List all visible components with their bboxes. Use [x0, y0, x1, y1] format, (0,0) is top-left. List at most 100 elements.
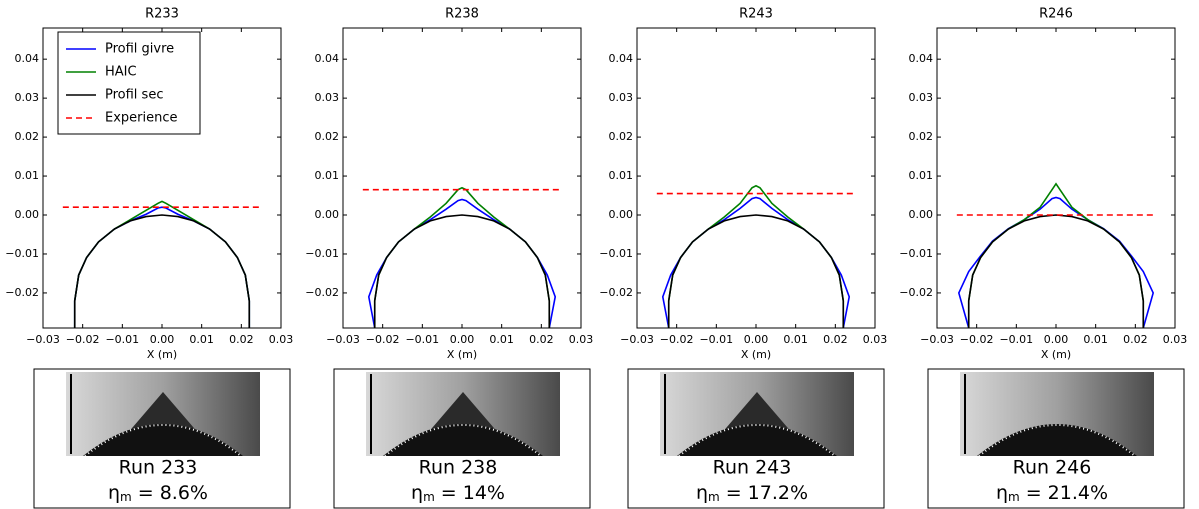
series-line — [957, 196, 1155, 329]
chart-title: R246 — [1039, 7, 1073, 22]
efficiency-symbol: η — [996, 482, 1008, 504]
run-label: Run 246 — [1013, 457, 1092, 479]
y-tick-label: 0.02 — [909, 130, 934, 143]
x-tick-label: 0.01 — [783, 333, 808, 346]
x-tick-label: −0.01 — [105, 333, 139, 346]
x-tick-label: −0.01 — [405, 333, 439, 346]
cylinder — [383, 424, 543, 456]
plot-frame — [342, 27, 582, 329]
efficiency-value: = 17.2% — [726, 482, 808, 504]
profile-outline — [384, 424, 542, 457]
x-tick-label: 0.02 — [529, 333, 554, 346]
x-tick-label: 0.01 — [489, 333, 514, 346]
series-line — [73, 200, 251, 328]
series-line — [373, 186, 551, 328]
x-tick-label: −0.02 — [960, 333, 994, 346]
cylinder — [977, 424, 1137, 456]
run-label: Run 238 — [419, 457, 498, 479]
y-tick-label: −0.01 — [899, 247, 933, 260]
efficiency-subscript: m — [423, 490, 435, 504]
x-axis-label: X (m) — [147, 348, 177, 361]
plot-frame — [636, 27, 876, 329]
y-tick-label: 0.00 — [609, 208, 634, 221]
y-tick-label: 0.01 — [909, 169, 934, 182]
y-tick-label: 0.02 — [15, 130, 40, 143]
legend-label: HAIC — [105, 65, 137, 80]
y-tick-label: 0.03 — [15, 91, 40, 104]
legend-label: Experience — [105, 111, 178, 126]
profile-outline — [978, 424, 1136, 457]
profile-outline — [84, 424, 242, 457]
y-tick-label: −0.01 — [5, 247, 39, 260]
x-tick-label: 0.01 — [1083, 333, 1108, 346]
efficiency-value: = 8.6% — [138, 482, 208, 504]
legend-label: Profil givre — [105, 42, 174, 57]
x-tick-label: 0.02 — [1123, 333, 1148, 346]
run-label: Run 243 — [713, 457, 792, 479]
x-axis-label: X (m) — [447, 348, 477, 361]
series-line — [667, 184, 845, 328]
efficiency-label: ηm = 17.2% — [696, 482, 808, 504]
y-tick-label: 0.02 — [315, 130, 340, 143]
y-tick-label: 0.03 — [909, 91, 934, 104]
y-tick-label: −0.02 — [899, 286, 933, 299]
efficiency-label: ηm = 21.4% — [996, 482, 1108, 504]
x-tick-label: −0.03 — [920, 333, 954, 346]
efficiency-label: ηm = 14% — [411, 482, 505, 504]
y-tick-label: 0.00 — [909, 208, 934, 221]
chart-title: R243 — [739, 7, 773, 22]
y-tick-label: −0.02 — [5, 286, 39, 299]
x-tick-label: 0.03 — [269, 333, 294, 346]
x-tick-label: −0.02 — [366, 333, 400, 346]
efficiency-symbol: η — [696, 482, 708, 504]
x-axis-label: X (m) — [1041, 348, 1071, 361]
efficiency-subscript: m — [708, 490, 720, 504]
x-tick-label: −0.02 — [66, 333, 100, 346]
y-tick-label: 0.04 — [609, 52, 634, 65]
efficiency-value: = 14% — [441, 482, 505, 504]
y-tick-label: 0.00 — [15, 208, 40, 221]
efficiency-subscript: m — [1008, 490, 1020, 504]
series-line — [373, 214, 551, 328]
y-tick-label: 0.01 — [315, 169, 340, 182]
y-tick-label: 0.03 — [609, 91, 634, 104]
y-tick-label: 0.03 — [315, 91, 340, 104]
y-tick-label: −0.02 — [599, 286, 633, 299]
efficiency-value: = 21.4% — [1026, 482, 1108, 504]
x-tick-label: 0.02 — [823, 333, 848, 346]
x-tick-label: 0.03 — [863, 333, 888, 346]
series-line — [73, 214, 251, 328]
y-tick-label: 0.04 — [909, 52, 934, 65]
plot-frame — [936, 27, 1176, 329]
efficiency-symbol: η — [108, 482, 120, 504]
y-tick-label: −0.02 — [305, 286, 339, 299]
y-tick-label: −0.01 — [305, 247, 339, 260]
chart-title: R233 — [145, 7, 179, 22]
chart-title: R238 — [445, 7, 479, 22]
y-tick-label: 0.01 — [15, 169, 40, 182]
y-tick-label: 0.02 — [609, 130, 634, 143]
x-tick-label: −0.03 — [620, 333, 654, 346]
x-tick-label: 0.01 — [189, 333, 214, 346]
x-tick-label: 0.03 — [569, 333, 594, 346]
x-axis-label: X (m) — [741, 348, 771, 361]
run-label: Run 233 — [119, 457, 198, 479]
x-tick-label: −0.02 — [660, 333, 694, 346]
y-tick-label: 0.04 — [315, 52, 340, 65]
x-tick-label: 0.00 — [1044, 333, 1069, 346]
series-line — [73, 206, 251, 328]
series-line — [661, 196, 851, 329]
y-tick-label: 0.04 — [15, 52, 40, 65]
x-tick-label: 0.02 — [229, 333, 254, 346]
y-tick-label: 0.00 — [315, 208, 340, 221]
x-tick-label: 0.00 — [450, 333, 475, 346]
cylinder — [83, 424, 243, 456]
x-tick-label: 0.00 — [744, 333, 769, 346]
y-tick-label: 0.01 — [609, 169, 634, 182]
efficiency-subscript: m — [120, 490, 132, 504]
cylinder — [677, 424, 837, 456]
x-tick-label: −0.03 — [326, 333, 360, 346]
plot-frame — [42, 27, 282, 329]
series-line — [967, 214, 1145, 328]
